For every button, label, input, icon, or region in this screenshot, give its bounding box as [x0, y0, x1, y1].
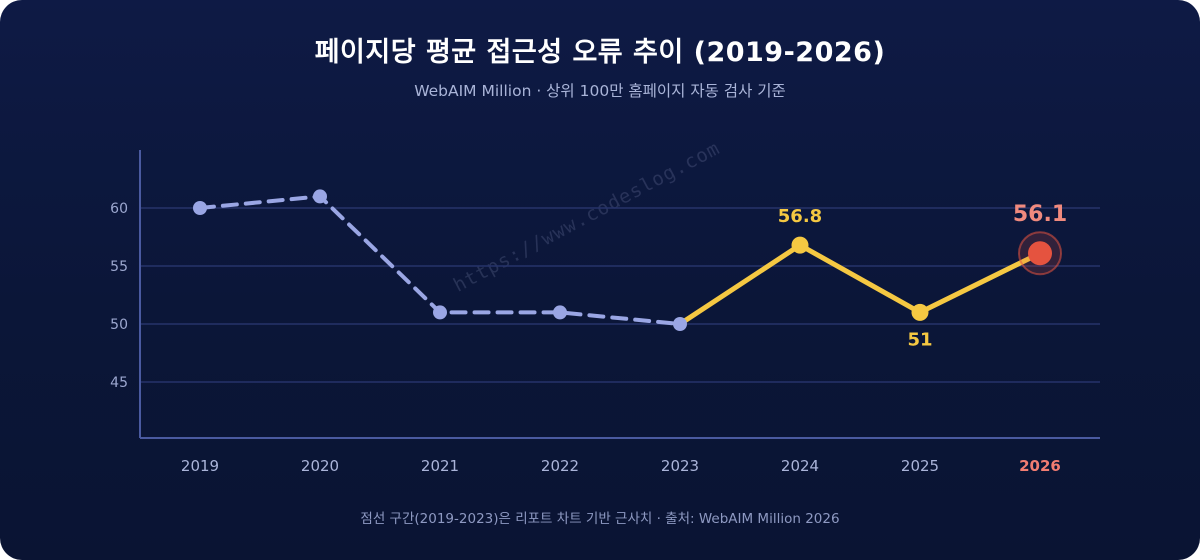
x-tick-2023: 2023 [661, 457, 699, 475]
axes [139, 150, 1100, 439]
data-point-2019 [193, 201, 207, 215]
series-lines [198, 194, 1043, 327]
data-point-2026 [1028, 241, 1052, 266]
data-label-2026: 56.1 [1013, 202, 1067, 227]
series-line-actual [677, 242, 1043, 327]
source-footnote: 점선 구간(2019-2023)은 리포트 차트 기반 근사치 · 출처: We… [360, 511, 840, 527]
data-point-2023 [673, 317, 687, 331]
series-line-estimate [198, 194, 682, 326]
x-tick-2019: 2019 [181, 457, 219, 475]
data-labels: 56.8 51 56.1 [778, 202, 1067, 350]
data-point-2025 [911, 303, 929, 321]
y-tick-60: 60 [110, 201, 128, 217]
x-tick-2025: 2025 [901, 457, 939, 475]
y-tick-labels: 45 50 55 60 [110, 201, 128, 391]
data-point-2020 [313, 189, 327, 204]
data-label-2024: 56.8 [778, 206, 822, 227]
x-tick-2020: 2020 [301, 457, 339, 475]
x-tick-2021: 2021 [421, 457, 459, 475]
x-tick-2026: 2026 [1019, 457, 1061, 475]
data-point-2022 [553, 305, 567, 320]
x-tick-2024: 2024 [781, 457, 819, 475]
data-label-2025: 51 [907, 329, 932, 350]
chart-subtitle: WebAIM Million · 상위 100만 홈페이지 자동 검사 기준 [414, 82, 786, 100]
y-tick-45: 45 [110, 375, 128, 391]
data-point-2024 [791, 236, 809, 254]
gridlines [140, 207, 1100, 383]
y-tick-50: 50 [110, 317, 128, 333]
x-tick-labels: 2019 2020 2021 2022 2023 2024 2025 2026 [181, 457, 1061, 475]
y-tick-55: 55 [110, 259, 128, 275]
series-points [193, 189, 1062, 331]
x-tick-2022: 2022 [541, 457, 579, 475]
data-point-2021 [433, 305, 447, 320]
chart-title: 페이지당 평균 접근성 오류 추이 (2019-2026) [314, 37, 886, 68]
